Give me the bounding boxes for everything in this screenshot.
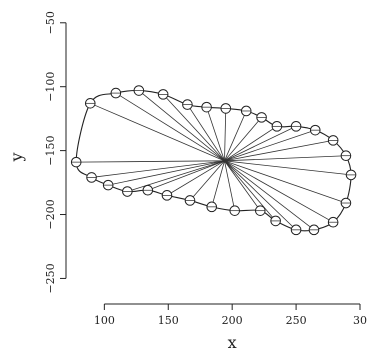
spoke-line [147, 160, 225, 191]
spoke-line [224, 139, 334, 162]
spoke-line [138, 90, 225, 162]
spoke-line [206, 107, 225, 161]
x-axis-ticks: 100 150 200 250 30 [94, 304, 367, 327]
y-tick-label: −150 [44, 135, 57, 165]
spoke-line [224, 117, 262, 162]
x-tick-label: 30 [353, 314, 367, 327]
spoke-line [127, 160, 225, 192]
spoke-line [162, 94, 225, 162]
x-tick-label: 250 [286, 314, 307, 327]
spoke-line [224, 160, 315, 231]
spoke-line [91, 160, 225, 178]
y-tick-label: −200 [44, 199, 57, 229]
spoke-line [224, 155, 346, 162]
spoke-line [224, 160, 297, 231]
y-tick-label: −100 [44, 72, 57, 102]
spoke-line [224, 160, 236, 211]
x-axis-label: x [228, 333, 237, 352]
spoke-line [224, 160, 334, 223]
spoke-line [166, 160, 225, 196]
spoke-line [224, 108, 227, 161]
y-axis-ticks: −50 −100 −150 −200 −250 [44, 11, 66, 294]
spoke-line [76, 160, 225, 163]
x-tick-label: 150 [158, 314, 179, 327]
radial-spokes [76, 90, 352, 231]
spoke-line [224, 110, 247, 161]
x-tick-label: 100 [94, 314, 115, 327]
spoke-line [224, 125, 278, 162]
spoke-line [108, 160, 225, 186]
spoke-line [211, 160, 225, 207]
spoke-line [224, 125, 297, 162]
spoke-line [224, 160, 347, 204]
spoke-line [189, 160, 225, 201]
y-axis-label: y [7, 152, 26, 162]
spoke-line [224, 160, 352, 176]
y-tick-label: −50 [44, 11, 57, 34]
point-markers [70, 85, 357, 236]
spoke-line [224, 129, 316, 162]
spoke-line [90, 102, 225, 162]
spoke-line [224, 160, 276, 222]
spoke-line [115, 92, 225, 162]
y-tick-label: −250 [44, 263, 57, 293]
spoke-line [224, 160, 261, 211]
spoke-line [187, 104, 225, 162]
x-tick-label: 200 [222, 314, 243, 327]
